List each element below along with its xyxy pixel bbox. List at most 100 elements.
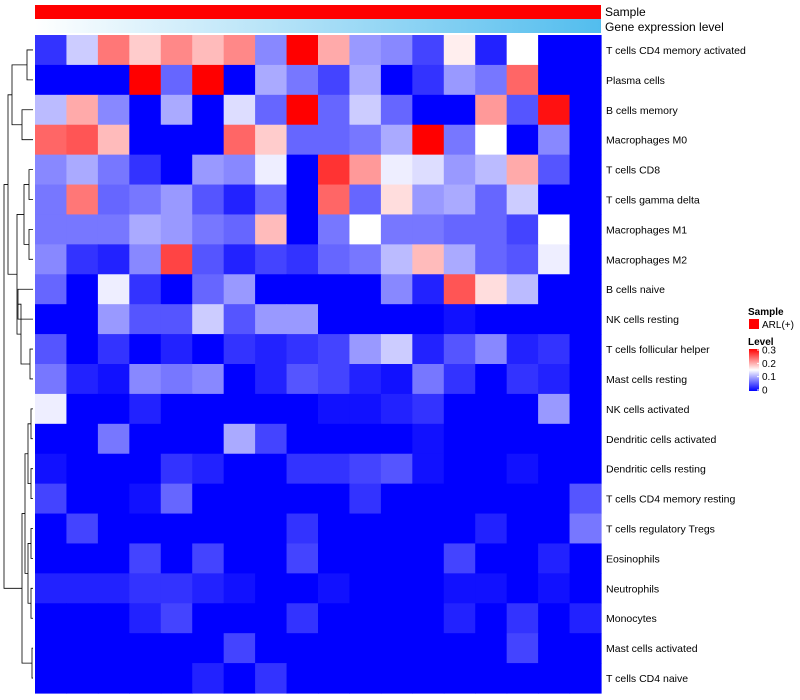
heatmap-cell — [160, 304, 193, 335]
heatmap-cell — [66, 214, 99, 245]
heatmap-cell — [538, 184, 571, 216]
heatmap-cell — [380, 304, 413, 335]
heatmap-cell — [286, 633, 319, 664]
heatmap-cell — [443, 603, 476, 634]
heatmap-cell — [192, 35, 225, 66]
heatmap-cell — [349, 244, 382, 275]
heatmap-cell — [538, 214, 571, 245]
heatmap-cell — [475, 94, 508, 126]
heatmap-cell — [160, 244, 193, 275]
heatmap-cell — [160, 64, 193, 96]
heatmap-cell — [506, 573, 539, 604]
heatmap-cell — [129, 244, 162, 275]
heatmap-cell — [506, 274, 539, 305]
heatmap-cell — [569, 393, 602, 425]
heatmap-cell — [255, 35, 288, 66]
heatmap-cell — [475, 663, 508, 694]
heatmap-cell — [160, 573, 193, 604]
heatmap-cell — [412, 154, 445, 186]
heatmap-cell — [223, 214, 256, 245]
heatmap-cell — [35, 633, 68, 664]
heatmap-cell — [349, 633, 382, 664]
heatmap-cell — [160, 364, 193, 395]
heatmap-cell — [129, 423, 162, 455]
heatmap-cell — [349, 543, 382, 574]
dendrogram-branch — [7, 94, 17, 275]
heatmap-cell — [66, 184, 99, 216]
heatmap-cell — [475, 304, 508, 335]
heatmap-cell — [255, 94, 288, 126]
dendrogram-branch — [30, 528, 33, 559]
heatmap-cell — [443, 184, 476, 216]
heatmap-cell — [255, 633, 288, 664]
heatmap-cell — [160, 543, 193, 574]
row-label: Mast cells activated — [606, 643, 698, 655]
heatmap-cell — [223, 334, 256, 365]
heatmap-cell — [255, 214, 288, 245]
heatmap-cell — [223, 603, 256, 634]
heatmap-cell — [475, 334, 508, 365]
heatmap-cell — [129, 274, 162, 305]
heatmap-cell — [129, 483, 162, 515]
dendrogram-branch — [11, 64, 27, 126]
heatmap-cell — [192, 154, 225, 186]
legend-tick-label: 0.1 — [762, 372, 776, 383]
heatmap-cell — [349, 64, 382, 96]
heatmap-cell — [412, 334, 445, 365]
dendrogram-branch — [24, 453, 28, 574]
heatmap-cell — [443, 453, 476, 485]
row-label: B cells naive — [606, 284, 665, 296]
heatmap-cell — [129, 543, 162, 574]
heatmap-cell — [223, 124, 256, 156]
heatmap-cell — [97, 274, 130, 305]
heatmap-cell — [380, 483, 413, 515]
heatmap-cell — [506, 124, 539, 156]
heatmap-cell — [192, 244, 225, 275]
dendrogram-branch — [30, 468, 33, 499]
dendrogram-branch — [21, 109, 33, 141]
heatmap-cell — [35, 364, 68, 395]
heatmap-cell — [443, 244, 476, 275]
heatmap-cell — [349, 35, 382, 66]
heatmap-cell — [412, 35, 445, 66]
heatmap-cell — [380, 184, 413, 216]
heatmap-cell — [160, 334, 193, 365]
heatmap-cell — [380, 244, 413, 275]
heatmap-cell — [35, 214, 68, 245]
heatmap-cell — [97, 244, 130, 275]
heatmap-cell — [97, 483, 130, 515]
heatmap-cell — [569, 64, 602, 96]
heatmap-cell — [506, 184, 539, 216]
heatmap-cell — [66, 304, 99, 335]
gene-expression-annotation-label: Gene expression level — [605, 20, 724, 34]
heatmap-cell — [97, 124, 130, 156]
heatmap-cell — [538, 154, 571, 186]
heatmap-cell — [349, 513, 382, 545]
heatmap-cell — [160, 393, 193, 425]
row-label: Neutrophils — [606, 583, 659, 595]
heatmap-cell — [129, 334, 162, 365]
heatmap-cell — [443, 124, 476, 156]
heatmap-cell — [192, 453, 225, 485]
heatmap-cell — [160, 94, 193, 126]
heatmap-cell — [223, 453, 256, 485]
heatmap-cell — [318, 154, 351, 186]
heatmap-cell — [349, 663, 382, 694]
heatmap-cell — [412, 543, 445, 574]
heatmap-cell — [412, 633, 445, 664]
heatmap-cell — [443, 64, 476, 96]
heatmap-cell — [97, 663, 130, 694]
heatmap-cell — [506, 154, 539, 186]
heatmap-cell — [129, 214, 162, 245]
heatmap-cell — [569, 94, 602, 126]
heatmap-cell — [286, 184, 319, 216]
heatmap-cell — [286, 453, 319, 485]
row-label: Macrophages M1 — [606, 224, 687, 236]
heatmap-cell — [443, 483, 476, 515]
heatmap-cell — [35, 334, 68, 365]
heatmap-cell — [412, 453, 445, 485]
heatmap-cell — [349, 94, 382, 126]
heatmap-cell — [349, 154, 382, 186]
heatmap-cell — [318, 184, 351, 216]
heatmap-cell — [349, 184, 382, 216]
